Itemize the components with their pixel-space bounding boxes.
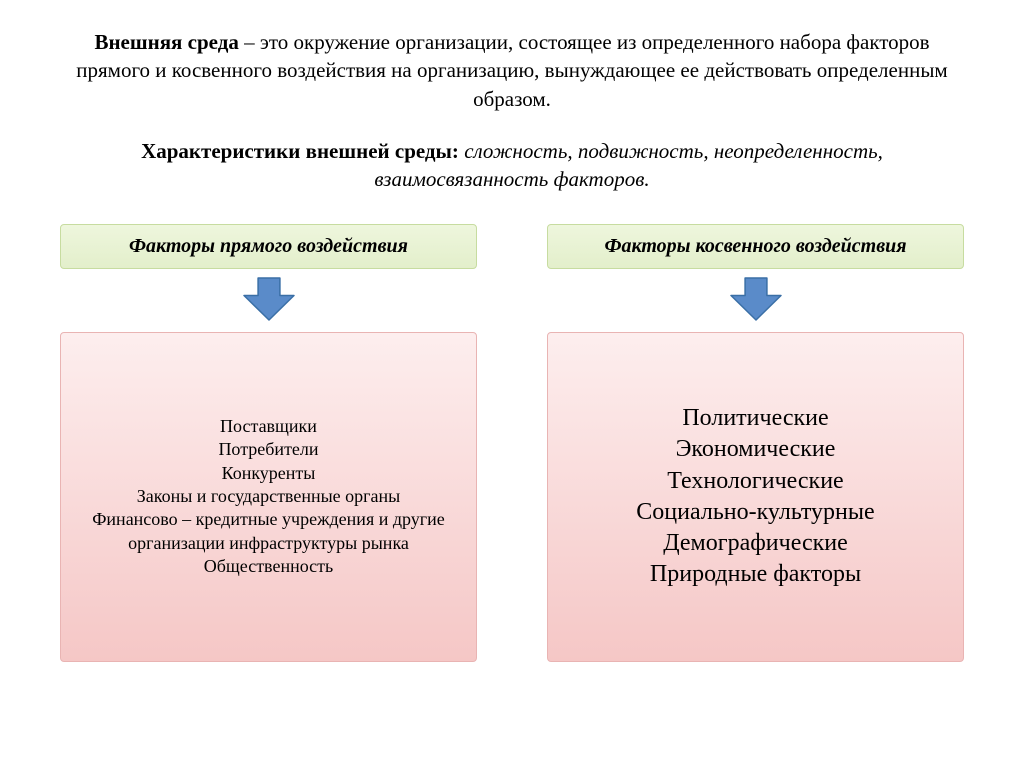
left-arrow <box>243 277 295 326</box>
arrow-down-icon <box>730 277 782 321</box>
characteristics-block: Характеристики внешней среды: сложность,… <box>60 137 964 194</box>
right-header-box: Факторы косвенного воздействия <box>547 224 964 269</box>
right-header-text: Факторы косвенного воздействия <box>604 235 906 257</box>
right-column: Факторы косвенного воздействия Политичес… <box>547 224 964 662</box>
left-content-text: ПоставщикиПотребителиКонкурентыЗаконы и … <box>75 415 462 579</box>
characteristics-label: Характеристики внешней среды: <box>141 139 464 163</box>
left-header-box: Факторы прямого воздействия <box>60 224 477 269</box>
right-content-text: ПолитическиеЭкономическиеТехнологические… <box>562 403 949 590</box>
left-header-text: Факторы прямого воздействия <box>129 235 408 257</box>
definition-term: Внешняя среда <box>94 30 238 54</box>
columns-container: Факторы прямого воздействия ПоставщикиПо… <box>60 224 964 662</box>
definition-block: Внешняя среда – это окружение организаци… <box>60 28 964 113</box>
right-arrow <box>730 277 782 326</box>
left-content-box: ПоставщикиПотребителиКонкурентыЗаконы и … <box>60 332 477 662</box>
left-column: Факторы прямого воздействия ПоставщикиПо… <box>60 224 477 662</box>
arrow-down-icon <box>243 277 295 321</box>
right-content-box: ПолитическиеЭкономическиеТехнологические… <box>547 332 964 662</box>
